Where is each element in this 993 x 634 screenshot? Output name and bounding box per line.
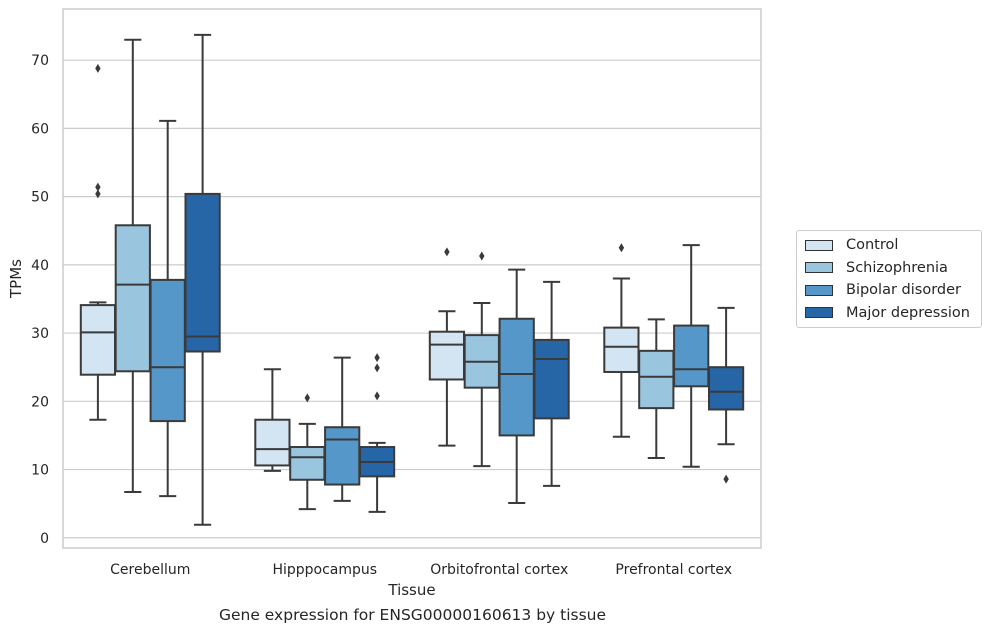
- box-major-depression: [358, 353, 396, 513]
- box-control: [603, 243, 640, 438]
- box-series: [79, 33, 745, 526]
- box-schizophrenia: [638, 318, 675, 459]
- outlier-point: [374, 363, 380, 373]
- legend-swatch: [805, 307, 833, 319]
- box-iqr: [707, 366, 745, 411]
- box-bipolar-disorder: [498, 268, 535, 504]
- legend-label: Schizophrenia: [846, 259, 948, 276]
- y-tick-label: 0: [40, 531, 49, 547]
- legend-item: Control: [797, 234, 981, 257]
- outlier-point: [95, 63, 101, 73]
- box-control: [254, 368, 291, 472]
- box-iqr: [114, 224, 151, 373]
- legend-label: Major depression: [846, 304, 970, 321]
- box-bipolar-disorder: [324, 356, 361, 502]
- box-schizophrenia: [463, 251, 500, 468]
- plot-frame: [62, 8, 762, 549]
- legend-swatch: [805, 284, 833, 296]
- box-major-depression: [184, 33, 221, 526]
- y-axis-ticks: 0 10 20 30 40 50 60 70: [31, 53, 49, 547]
- box-iqr: [79, 304, 117, 376]
- outlier-point: [304, 393, 310, 403]
- legend-label: Bipolar disorder: [846, 282, 961, 299]
- legend-swatch: [805, 239, 833, 251]
- legend-item: Bipolar disorder: [797, 279, 981, 302]
- x-tick-label: Hipppocampus: [272, 562, 377, 578]
- x-axis-label: Tissue: [387, 581, 435, 599]
- box-iqr: [428, 330, 466, 381]
- box-major-depression: [707, 306, 745, 484]
- legend-label: Control: [846, 237, 899, 254]
- box-iqr: [673, 324, 710, 388]
- outlier-point: [374, 391, 380, 401]
- box-iqr: [324, 426, 361, 486]
- box-iqr: [289, 446, 326, 481]
- x-tick-label: Cerebellum: [110, 562, 190, 578]
- y-axis-label: TPMs: [7, 259, 25, 299]
- box-control: [428, 247, 466, 447]
- legend-item: Schizophrenia: [797, 257, 981, 280]
- box-iqr: [533, 338, 570, 420]
- box-iqr: [184, 192, 221, 353]
- box-bipolar-disorder: [149, 119, 186, 498]
- box-bipolar-disorder: [673, 244, 710, 468]
- outlier-point: [444, 247, 450, 257]
- y-tick-label: 50: [31, 190, 49, 206]
- outlier-point: [374, 353, 380, 363]
- outlier-point: [95, 189, 101, 199]
- y-tick-label: 40: [31, 258, 49, 274]
- y-tick-label: 60: [31, 121, 49, 137]
- y-tick-label: 10: [31, 463, 49, 479]
- outlier-point: [479, 251, 485, 261]
- y-tick-label: 30: [31, 326, 49, 342]
- x-axis-ticks: Cerebellum Hipppocampus Orbitofrontal cort…: [110, 562, 732, 578]
- box-schizophrenia: [289, 393, 326, 511]
- box-control: [79, 63, 117, 421]
- outlier-point: [723, 474, 729, 484]
- box-iqr: [149, 278, 186, 423]
- x-tick-label: Prefrontal cortex: [615, 562, 732, 578]
- box-iqr: [498, 317, 535, 437]
- box-schizophrenia: [114, 38, 151, 494]
- y-tick-label: 70: [31, 53, 49, 69]
- outlier-point: [95, 182, 101, 192]
- box-iqr: [638, 349, 675, 410]
- y-tick-label: 20: [31, 394, 49, 410]
- outlier-point: [618, 243, 625, 253]
- figure-caption: Gene expression for ENSG00000160613 by t…: [218, 606, 607, 624]
- x-tick-label: Orbitofrontal cortex: [430, 562, 568, 578]
- box-iqr: [254, 418, 291, 467]
- box-major-depression: [533, 280, 570, 487]
- legend-swatch: [805, 262, 833, 274]
- box-iqr: [603, 326, 640, 373]
- legend: Control Schizophrenia Bipolar disorder Majo…: [796, 230, 982, 328]
- legend-item: Major depression: [797, 302, 981, 325]
